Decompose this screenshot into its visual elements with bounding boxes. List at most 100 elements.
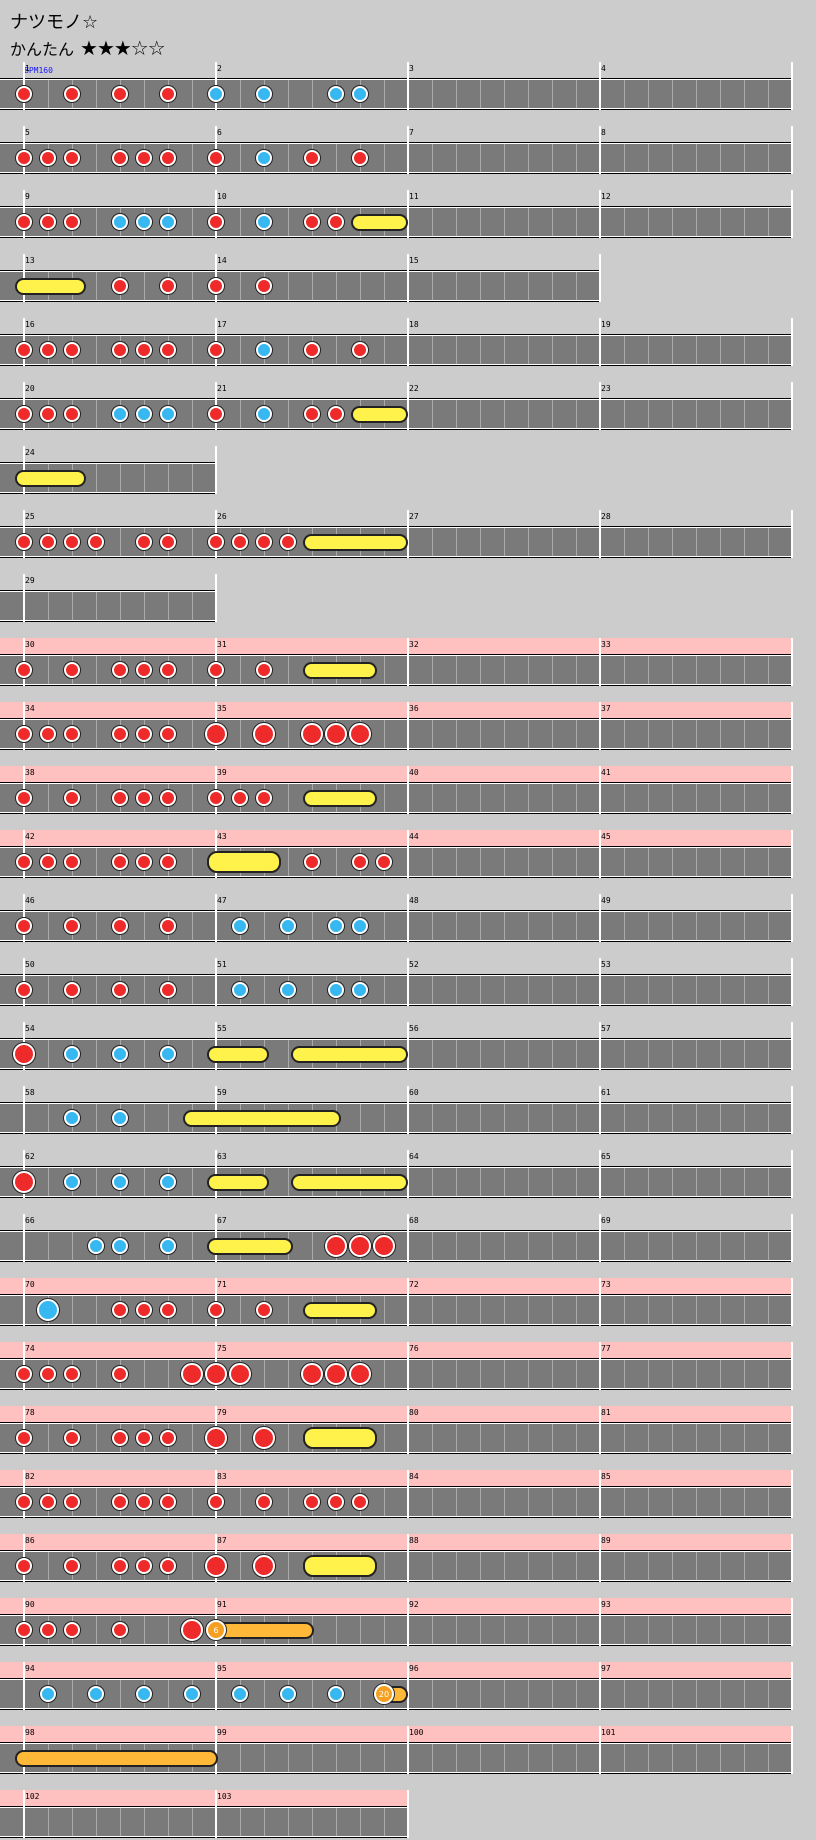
beat-line [720, 1040, 721, 1068]
beat-line [528, 976, 529, 1004]
beat-line [144, 1808, 145, 1836]
beat-line [432, 1104, 433, 1132]
beat-line [696, 400, 697, 428]
measure-number: 48 [409, 896, 419, 905]
beat-line [456, 784, 457, 812]
gogo-band [0, 1470, 792, 1488]
beat-line [48, 1232, 49, 1260]
beat-line [552, 208, 553, 236]
beat-line [192, 1424, 193, 1452]
beat-line [504, 1104, 505, 1132]
beat-line [720, 912, 721, 940]
beat-line [696, 208, 697, 236]
beat-line [144, 1232, 145, 1260]
measure-number: 36 [409, 704, 419, 713]
beat-line [456, 272, 457, 300]
beat-line [672, 1616, 673, 1644]
ka-note [208, 86, 224, 102]
beat-line [144, 1104, 145, 1132]
beat-line [504, 1168, 505, 1196]
beat-line [96, 144, 97, 172]
beat-line [144, 272, 145, 300]
don-note [160, 86, 176, 102]
lane-surface [0, 1551, 792, 1581]
beat-line [456, 1744, 457, 1772]
beat-line [696, 784, 697, 812]
beat-line [720, 208, 721, 236]
beat-line [552, 80, 553, 108]
don-note [64, 214, 80, 230]
beat-line [312, 1232, 313, 1260]
beat-line [744, 400, 745, 428]
beat-line [288, 656, 289, 684]
beat-line [480, 1168, 481, 1196]
don-note [13, 1043, 35, 1065]
beat-line [192, 912, 193, 940]
beat-line [696, 336, 697, 364]
beat-line [288, 400, 289, 428]
beat-line [768, 1296, 769, 1324]
beat-line [432, 1360, 433, 1388]
don-note [160, 1558, 176, 1574]
beat-line [264, 1680, 265, 1708]
measure-number: 11 [409, 192, 419, 201]
beat-line [432, 1040, 433, 1068]
beat-line [552, 1616, 553, 1644]
beat-line [264, 1360, 265, 1388]
beat-line [576, 528, 577, 556]
beat-line [576, 976, 577, 1004]
don-note [112, 342, 128, 358]
beat-line [432, 848, 433, 876]
beat-line [288, 336, 289, 364]
bar-line [599, 1406, 601, 1454]
bar-line [599, 1022, 601, 1070]
beat-line [240, 1808, 241, 1836]
ka-note [352, 86, 368, 102]
bar-line [599, 894, 601, 942]
beat-line [744, 976, 745, 1004]
beat-line [768, 976, 769, 1004]
beat-line [120, 1808, 121, 1836]
beat-line [552, 848, 553, 876]
measure-number: 83 [217, 1472, 227, 1481]
beat-line [384, 1360, 385, 1388]
beat-line [720, 1680, 721, 1708]
beat-line [240, 272, 241, 300]
don-note [40, 1494, 56, 1510]
beat-line [672, 1680, 673, 1708]
measure-number: 22 [409, 384, 419, 393]
measure-number: 58 [25, 1088, 35, 1097]
don-note [136, 150, 152, 166]
beat-line [768, 784, 769, 812]
beat-line [624, 144, 625, 172]
beat-line [768, 80, 769, 108]
bar-line [791, 830, 793, 878]
ka-note [232, 1686, 248, 1702]
beat-line [96, 848, 97, 876]
beat-line [768, 1232, 769, 1260]
gogo-band [0, 1534, 792, 1552]
bar-line [599, 766, 601, 814]
bar-line [599, 1086, 601, 1134]
bar-line [599, 62, 601, 110]
beat-line [480, 144, 481, 172]
don-note [181, 1363, 203, 1385]
bar-line [599, 1598, 601, 1646]
beat-line [360, 1616, 361, 1644]
beat-line [432, 784, 433, 812]
bar-line [599, 1214, 601, 1262]
beat-line [696, 1744, 697, 1772]
beat-line [360, 1680, 361, 1708]
beat-line [648, 976, 649, 1004]
measure-number: 91 [217, 1600, 227, 1609]
bar-line [215, 574, 217, 622]
don-note [16, 982, 32, 998]
beat-line [648, 1744, 649, 1772]
ka-note [280, 918, 296, 934]
measure-number: 75 [217, 1344, 227, 1353]
ka-note [112, 1238, 128, 1254]
measure-number: 7 [409, 128, 414, 137]
don-note [208, 214, 224, 230]
beat-line [336, 1616, 337, 1644]
